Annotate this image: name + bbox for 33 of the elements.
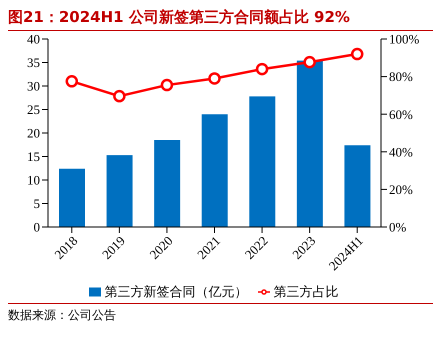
- source-note: 数据来源：公司公告: [8, 303, 433, 324]
- bar: [296, 60, 323, 227]
- y2-tick-label: 0%: [389, 220, 406, 235]
- bar: [106, 155, 133, 227]
- y2-tick-label: 40%: [389, 144, 413, 160]
- y2-tick-label: 20%: [389, 182, 413, 198]
- bar: [249, 96, 276, 227]
- bar: [154, 140, 180, 227]
- legend-label: 第三方新签合同（亿元）: [104, 285, 248, 300]
- y-tick-label: 5: [34, 196, 40, 212]
- y2-tick-label: 60%: [389, 106, 413, 122]
- y-tick-label: 10: [27, 172, 40, 188]
- y-tick-label: 35: [27, 55, 40, 70]
- point: [160, 78, 174, 92]
- bar: [344, 145, 370, 227]
- y-tick-label: 0: [34, 220, 40, 235]
- chart-title: 图21：2024H1 公司新签第三方合同额占比 92%: [8, 8, 433, 31]
- point: [256, 62, 268, 76]
- y-tick-label: 30: [27, 78, 40, 94]
- point: [66, 75, 78, 88]
- y-tick-label: 15: [27, 149, 40, 164]
- bar: [59, 168, 85, 227]
- point: [113, 90, 126, 102]
- y-tick-label: 40: [27, 32, 40, 47]
- legend-label: 第三方占比: [274, 285, 338, 300]
- point: [303, 56, 316, 68]
- y2-tick-label: 80%: [389, 69, 413, 84]
- point: [350, 48, 364, 60]
- point: [208, 72, 221, 85]
- y-tick-label: 25: [27, 102, 40, 118]
- bar: [202, 114, 228, 227]
- y-tick-label: 20: [27, 126, 40, 141]
- y2-tick-label: 100%: [389, 32, 420, 47]
